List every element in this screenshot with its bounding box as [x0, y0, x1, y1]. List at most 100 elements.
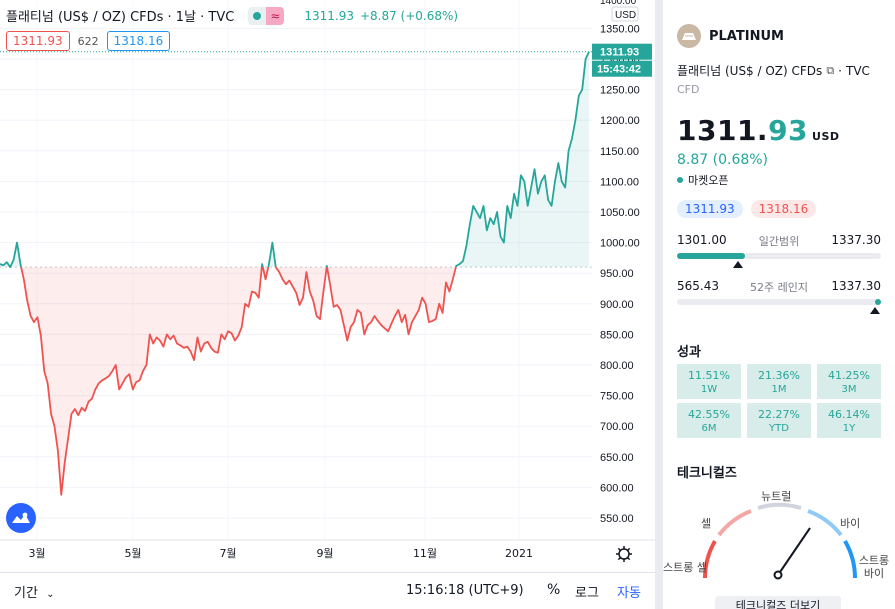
bid-ask-row: 1311.93 1318.16: [677, 200, 817, 218]
perf-value: 42.55%: [688, 407, 730, 421]
performance-grid: 11.51% 1W 21.36% 1M 41.25% 3M 42.55% 6M 22.2…: [677, 364, 881, 438]
clock-timezone-button[interactable]: 15:16:18 (UTC+9): [406, 583, 524, 598]
series-line-down: [326, 266, 457, 342]
period-dropdown[interactable]: 기간 ⌄: [14, 582, 54, 601]
gauge-neutral-arc: [757, 502, 802, 510]
day-range-label: 일간범위: [758, 235, 800, 248]
series-line-down: [275, 266, 328, 321]
gauge-label-strong-buy: 스트롱 바이: [858, 554, 890, 580]
series-line-up: [260, 263, 264, 268]
legend-change: +8.87 (+0.68%): [359, 8, 459, 23]
platinum-logo-icon: [677, 24, 701, 48]
week52-range-low: 565.43: [677, 279, 719, 293]
price-tick-label: 1050.00: [600, 207, 640, 219]
perf-value: 21.36%: [758, 368, 800, 382]
price-tick-label: 700.00: [600, 421, 634, 433]
perf-value: 41.25%: [828, 368, 870, 382]
perf-label: YTD: [769, 422, 789, 434]
area-fill-down: [275, 267, 327, 320]
perf-cell-6m[interactable]: 42.55% 6M: [677, 403, 741, 438]
day-range-marker-icon: [733, 261, 744, 268]
last-price-tag: [592, 43, 652, 60]
week52-range-label: 52주 레인지: [750, 281, 808, 294]
gauge-label-strong-sell: 스트롱 셀: [663, 561, 707, 574]
gauge-needle: [777, 527, 811, 576]
period-label: 기간: [14, 585, 38, 601]
market-status: 마켓오픈: [677, 172, 728, 188]
perf-cell-1w[interactable]: 11.51% 1W: [677, 364, 741, 399]
perf-cell-1m[interactable]: 21.36% 1M: [747, 364, 811, 399]
more-technicals-button[interactable]: 테크니컬즈 더보기: [715, 596, 841, 609]
price-change: 8.87 (0.68%): [677, 152, 769, 168]
market-open-dot-icon: [677, 177, 683, 183]
buy-price-button[interactable]: 1318.16: [106, 31, 171, 51]
chart-pane[interactable]: 1350.00 1300.00 1250.00 1200.00 1150.00 1100.…: [0, 0, 655, 609]
price-tick-label: 750.00: [600, 391, 634, 403]
week52-range-high: 1337.30: [831, 279, 881, 293]
technicals-gauge: [703, 502, 857, 580]
price-tick-label: 1000.00: [600, 238, 640, 250]
area-fill-down: [327, 267, 456, 341]
perf-cell-ytd[interactable]: 22.27% YTD: [747, 403, 811, 438]
external-link-icon[interactable]: ⧉: [826, 63, 835, 77]
sell-price-button[interactable]: 1311.93: [6, 31, 70, 51]
market-open-icon: [248, 7, 266, 25]
gear-icon[interactable]: [616, 546, 632, 562]
time-tick-label: 5월: [124, 547, 141, 560]
gauge-label-buy: 바이: [840, 517, 861, 530]
chart-legend: 플래티넘 (US$ / OZ) CFDs · 1날 · TVC ≈ 1311.9…: [6, 6, 458, 25]
currency-label: USD: [615, 10, 636, 21]
countdown-tag: [592, 60, 652, 77]
perf-cell-1y[interactable]: 46.14% 1Y: [817, 403, 881, 438]
symbol-exchange[interactable]: TVC: [846, 63, 870, 78]
price-tick-label: 950.00: [600, 268, 634, 280]
price-tick-label: 1200.00: [600, 115, 640, 127]
perf-cell-3m[interactable]: 41.25% 3M: [817, 364, 881, 399]
perf-label: 6M: [701, 422, 717, 434]
symbol-header: PLATINUM: [677, 24, 784, 48]
chart-bottom-toolbar: 기간 ⌄ 15:16:18 (UTC+9) % 로그 자동: [0, 572, 655, 609]
price-axis: 1350.001300.001250.001200.001150.001100.…: [592, 0, 655, 572]
auto-scale-button[interactable]: 자동: [617, 586, 641, 601]
day-range-track: [677, 253, 881, 268]
symbol-name[interactable]: PLATINUM: [709, 28, 784, 44]
week52-range-track: [677, 299, 881, 314]
series-line-down: [20, 266, 263, 496]
price-tick-label: 900.00: [600, 299, 634, 311]
legend-title[interactable]: 플래티넘 (US$ / OZ) CFDs · 1날 · TVC: [6, 10, 235, 25]
price-tick-label-top: 1400.00: [600, 0, 637, 7]
ask-badge: 1318.16: [750, 200, 817, 218]
perf-label: 1W: [700, 383, 718, 395]
log-scale-button[interactable]: 로그: [575, 586, 599, 601]
symbol-description-row: 플래티넘 (US$ / OZ) CFDs ⧉ · TVC: [677, 62, 870, 79]
price-currency: USD: [812, 130, 840, 143]
bid-badge: 1311.93: [677, 200, 743, 218]
price-integer: 1311.: [677, 114, 769, 147]
price-axis-bg[interactable]: [592, 0, 655, 572]
price-chart[interactable]: 1350.001300.001250.001200.001150.001100.…: [0, 0, 655, 572]
symbol-type: CFD: [677, 83, 700, 96]
week52-range-end-fill: [874, 299, 881, 305]
gauge-sell-arc: [717, 509, 752, 537]
perf-label: 1M: [771, 383, 787, 395]
perf-value: 11.51%: [688, 368, 730, 382]
gauge-label-neutral: 뉴트럴: [761, 490, 792, 503]
separator: ·: [838, 63, 842, 78]
week52-range: 565.43 52주 레인지 1337.30: [677, 279, 881, 314]
percent-scale-button[interactable]: %: [547, 582, 561, 598]
last-price: 1311.93 USD: [677, 114, 840, 147]
chevron-down-icon: ⌄: [46, 588, 55, 600]
day-range: 1301.00 일간범위 1337.30: [677, 233, 881, 268]
time-axis: 3월 5월 7월 9월 11월 2021: [0, 539, 655, 562]
currency-box[interactable]: [611, 6, 639, 22]
gauge-strong-sell-arc: [703, 539, 717, 579]
series-line-up: [267, 241, 277, 268]
price-tick-label: 650.00: [600, 452, 634, 464]
panel-divider[interactable]: [655, 0, 663, 609]
market-status-pill[interactable]: ≈: [248, 6, 285, 25]
tradingview-logo-icon[interactable]: [6, 503, 36, 533]
price-tick-label: 1100.00: [600, 176, 639, 188]
spread-value: 622: [77, 34, 99, 48]
time-tick-label: 9월: [316, 547, 333, 560]
